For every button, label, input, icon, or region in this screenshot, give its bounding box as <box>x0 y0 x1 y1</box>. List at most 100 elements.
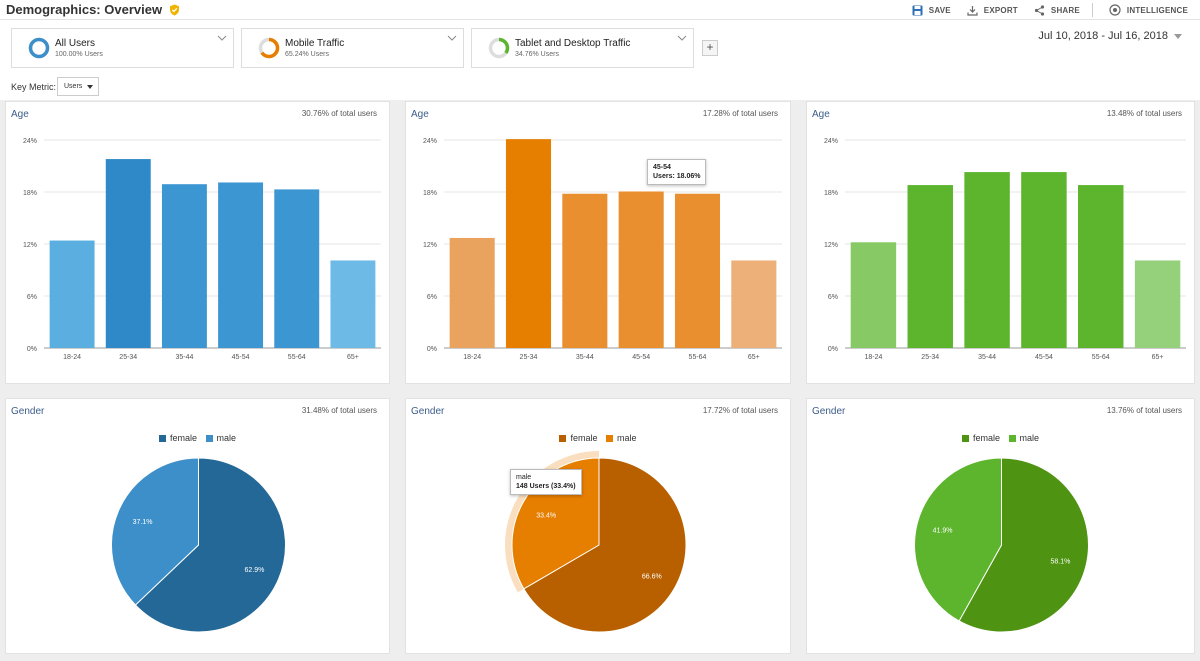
panel-title: Age <box>812 109 830 120</box>
slice-label: 66.6% <box>642 573 662 580</box>
segment-donut-icon <box>258 37 280 59</box>
slice-label: 62.9% <box>245 567 265 574</box>
bar-55-64[interactable] <box>674 193 721 348</box>
segment-percentage: 34.76% Users <box>515 51 559 58</box>
bar-18-24[interactable] <box>49 240 95 348</box>
bar-25-34[interactable] <box>907 185 953 348</box>
y-tick-label: 24% <box>824 138 838 145</box>
legend-label: female <box>169 433 197 443</box>
bar-35-44[interactable] <box>562 193 608 348</box>
y-tick-label: 18% <box>423 190 437 197</box>
y-tick-label: 18% <box>824 190 838 197</box>
date-range-text: Jul 10, 2018 - Jul 16, 2018 <box>1038 30 1168 42</box>
export-button[interactable]: EXPORT <box>967 5 1018 16</box>
legend-swatch <box>205 434 213 442</box>
legend-item-male[interactable]: male <box>1008 433 1039 443</box>
legend-item-female[interactable]: female <box>559 433 597 443</box>
panel-title: Gender <box>812 406 846 417</box>
save-button[interactable]: SAVE <box>912 5 951 16</box>
bar-35-44[interactable] <box>964 172 1010 348</box>
age-bar-chart: 0% 6% 12% 18% 24% 18-24 25-34 35-44 45-54 55-64 65… <box>23 138 381 361</box>
bar-65+[interactable] <box>1134 260 1181 348</box>
y-tick-label: 12% <box>23 242 37 249</box>
save-icon <box>912 5 923 15</box>
bar-45-54[interactable] <box>618 191 664 348</box>
legend-item-female[interactable]: female <box>158 433 197 443</box>
x-tick-label: 18-24 <box>63 354 81 361</box>
legend-swatch <box>606 434 613 442</box>
segment-mobile-traffic[interactable]: Mobile Traffic 65.24% Users <box>241 28 464 68</box>
x-tick-label: 55-64 <box>1092 354 1110 361</box>
bar-25-34[interactable] <box>505 139 552 348</box>
pie-slice-male[interactable] <box>111 457 199 606</box>
pie-slice-female[interactable] <box>958 457 1089 633</box>
segment-name: All Users <box>55 38 96 49</box>
pie-slice-female[interactable] <box>523 457 687 633</box>
tooltip-value: Users: 18.06% <box>653 173 701 180</box>
segment-name: Mobile Traffic <box>285 38 345 49</box>
segment-tablet-desktop-traffic[interactable]: Tablet and Desktop Traffic 34.76% Users <box>471 28 694 68</box>
bar-25-34[interactable] <box>105 159 151 348</box>
segment-name: Tablet and Desktop Traffic <box>515 38 631 49</box>
legend-item-female[interactable]: female <box>961 433 1000 443</box>
tooltip-title: male <box>516 474 532 481</box>
x-tick-label: 45-54 <box>1035 354 1053 361</box>
x-tick-label: 45-54 <box>232 354 250 361</box>
bar-65+[interactable] <box>330 260 376 348</box>
bar-18-24[interactable] <box>850 242 897 348</box>
report-header: Demographics: Overview SAVE EXPORT SHARE… <box>0 0 1200 20</box>
tooltip-title: 45-54 <box>653 164 671 171</box>
segment-all-users[interactable]: All Users 100.00% Users <box>11 28 234 68</box>
x-tick-label: 25-34 <box>921 354 939 361</box>
add-segment-button[interactable]: + <box>702 40 718 56</box>
save-label: SAVE <box>928 5 951 15</box>
legend-item-male[interactable]: male <box>205 433 236 443</box>
intelligence-button[interactable]: INTELLIGENCE <box>1109 4 1188 16</box>
bar-65+[interactable] <box>731 260 777 348</box>
intelligence-label: INTELLIGENCE <box>1126 5 1188 15</box>
key-metric-value: Users <box>64 83 83 90</box>
panel-total-users: 13.48% of total users <box>1106 109 1182 118</box>
share-label: SHARE <box>1050 5 1080 15</box>
date-range-picker[interactable]: Jul 10, 2018 - Jul 16, 2018 <box>1038 30 1182 42</box>
chevron-down-icon[interactable] <box>217 35 227 41</box>
slice-label: 58.1% <box>1051 558 1071 565</box>
x-tick-label: 18-24 <box>864 354 882 361</box>
report-toolbar: SAVE EXPORT SHARE INTELLIGENCE <box>896 3 1188 17</box>
bar-18-24[interactable] <box>449 237 495 348</box>
pie-slice-male[interactable] <box>914 457 1002 622</box>
bar-35-44[interactable] <box>161 184 207 348</box>
chevron-down-icon[interactable] <box>447 35 457 41</box>
panel-total-users: 17.72% of total users <box>702 406 778 415</box>
share-button[interactable]: SHARE <box>1034 4 1080 16</box>
gender-chart-panel-mobile: 66.6% 33.4% Gender 17.72% of total users … <box>405 398 791 654</box>
age-chart-panel-tablet-desktop: 0% 6% 12% 18% 24% 18-24 25-34 35-44 45-54 55-64 65… <box>806 101 1195 384</box>
chevron-down-icon[interactable] <box>677 35 687 41</box>
y-tick-label: 6% <box>427 294 437 301</box>
y-tick-label: 24% <box>423 138 437 145</box>
legend-swatch <box>158 434 166 442</box>
legend-item-male[interactable]: male <box>606 433 637 443</box>
bar-45-54[interactable] <box>218 182 264 348</box>
legend-swatch <box>961 434 969 442</box>
bar-55-64[interactable] <box>274 189 320 348</box>
pie-slice-female[interactable] <box>134 457 286 633</box>
export-label: EXPORT <box>983 5 1018 15</box>
panel-title: Age <box>11 109 29 120</box>
pie-legend: female male <box>6 433 389 444</box>
bar-45-54[interactable] <box>1021 172 1067 348</box>
legend-label: female <box>570 433 598 443</box>
slice-label: 33.4% <box>536 513 556 520</box>
donut-fill <box>488 37 510 59</box>
bar-55-64[interactable] <box>1078 185 1124 348</box>
slice-label: 41.9% <box>933 528 953 535</box>
x-tick-label: 35-44 <box>576 354 594 361</box>
caret-down-icon <box>1174 33 1182 39</box>
toolbar-divider <box>1091 3 1093 17</box>
key-metric-select[interactable]: Users <box>57 77 99 96</box>
legend-label: female <box>972 433 1000 443</box>
y-tick-label: 12% <box>423 242 437 249</box>
x-tick-label: 65+ <box>1152 354 1164 361</box>
y-tick-label: 18% <box>23 190 37 197</box>
legend-swatch <box>1008 434 1016 442</box>
